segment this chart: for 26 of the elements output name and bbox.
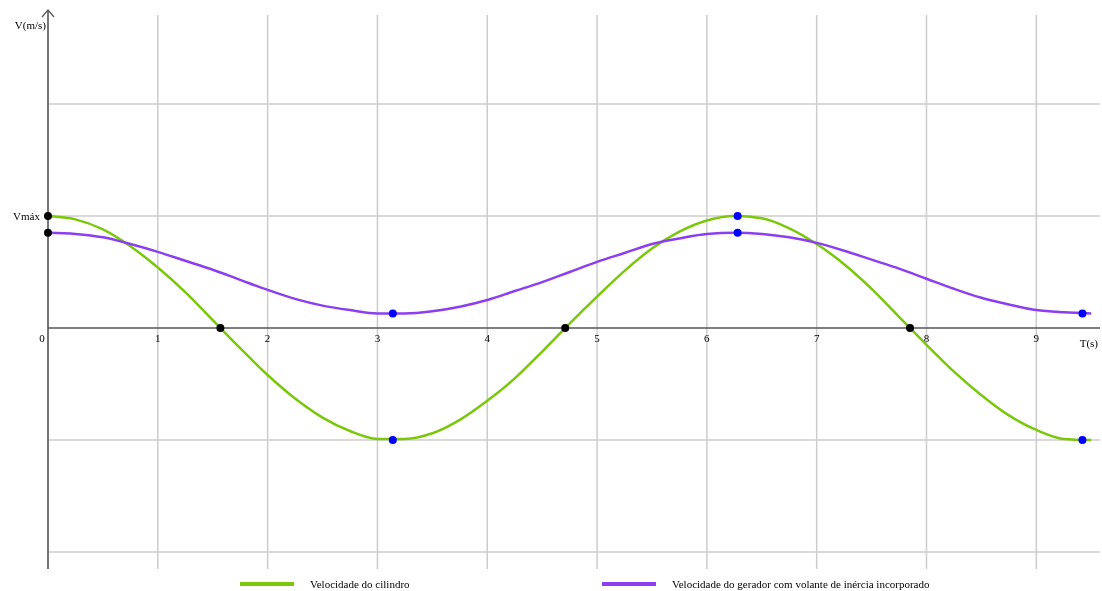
point bbox=[906, 324, 915, 332]
point bbox=[1078, 309, 1087, 318]
point bbox=[44, 228, 52, 237]
point bbox=[1078, 436, 1087, 444]
x-tick-label: 7 bbox=[813, 332, 820, 344]
point bbox=[733, 228, 742, 237]
x-tick-label: 2 bbox=[264, 332, 271, 344]
x-tick-label: 9 bbox=[1033, 332, 1040, 344]
legend-label: Velocidade do gerador com volante de inércia incorporado bbox=[672, 578, 930, 590]
legend-label: Velocidade do cilindro bbox=[310, 578, 411, 590]
point bbox=[388, 436, 397, 444]
point bbox=[561, 324, 570, 332]
x-tick-label: 1 bbox=[155, 332, 161, 344]
x-tick-label: 5 bbox=[594, 332, 601, 344]
text: V(m/s) bbox=[14, 19, 47, 32]
point bbox=[733, 212, 742, 220]
x-tick-label: 3 bbox=[374, 332, 381, 344]
point bbox=[388, 309, 397, 318]
point bbox=[216, 324, 225, 332]
x-axis-title: T(s) bbox=[1079, 337, 1099, 350]
point bbox=[44, 212, 52, 220]
x-tick-label: 6 bbox=[704, 332, 711, 344]
text: Vmáx bbox=[13, 210, 41, 222]
x-tick-label: 4 bbox=[484, 332, 491, 344]
x-tick-label: 0 bbox=[39, 332, 46, 344]
x-tick-label: 8 bbox=[923, 332, 930, 344]
